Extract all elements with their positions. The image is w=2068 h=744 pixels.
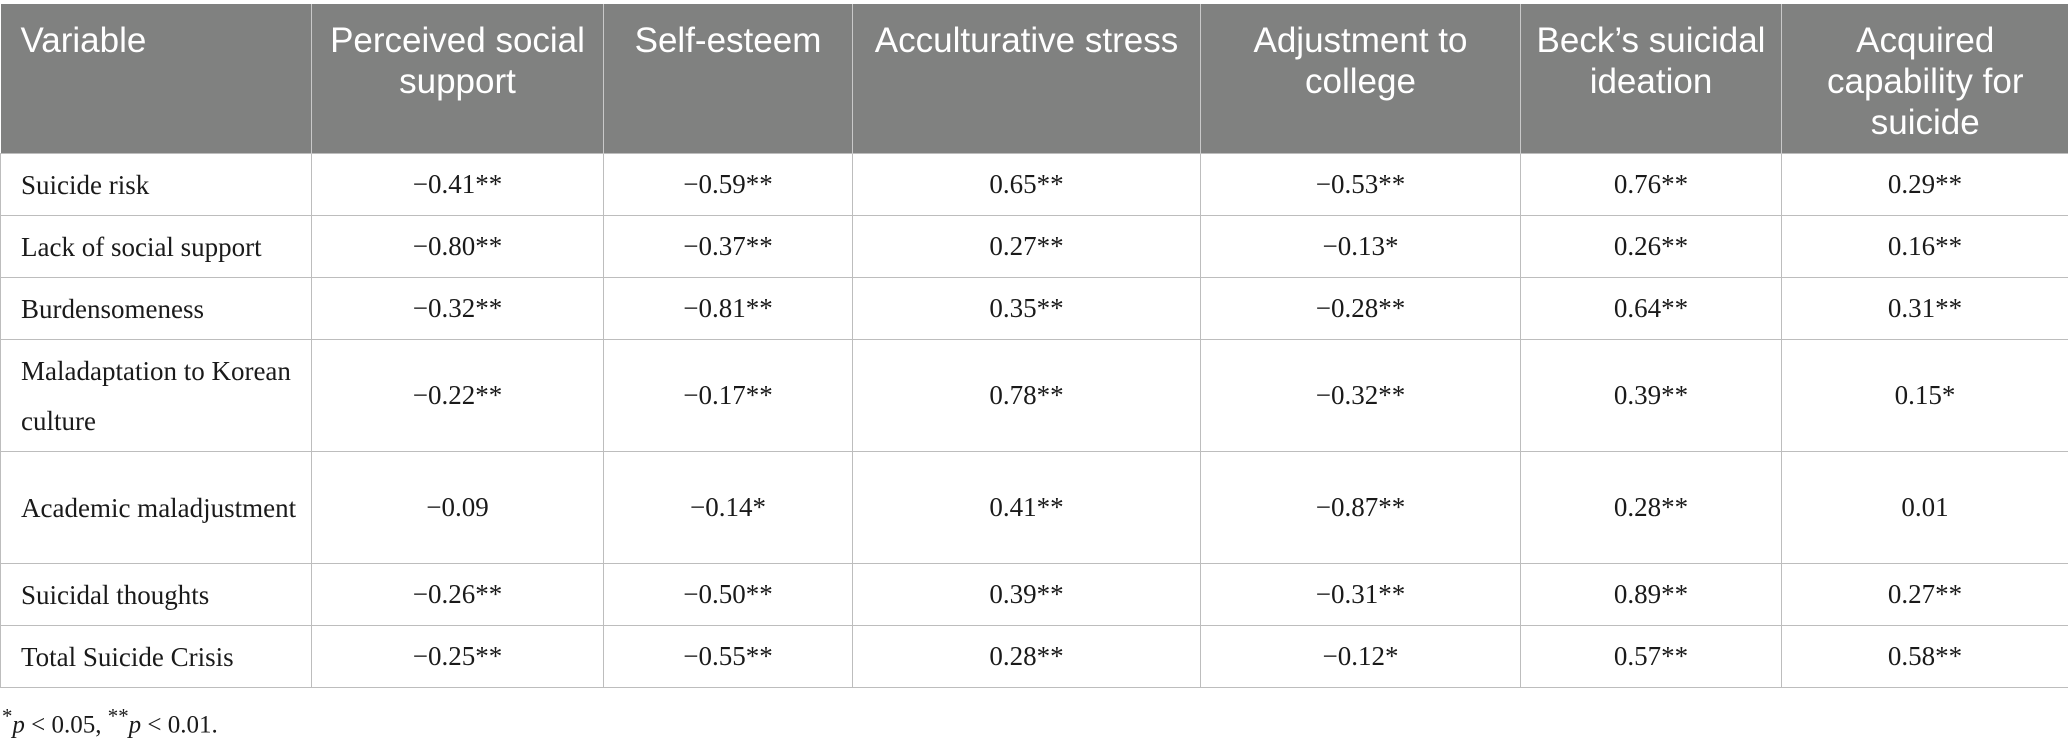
- cell-value: −0.09: [311, 451, 604, 564]
- cell-value: 0.16**: [1781, 215, 2068, 278]
- cell-value: −0.59**: [603, 153, 853, 216]
- table-footnote: *p < 0.05, **p < 0.01.: [2, 704, 218, 739]
- cell-value: 0.01: [1781, 451, 2068, 564]
- cell-value: −0.14*: [603, 451, 853, 564]
- cell-value: −0.31**: [1200, 563, 1521, 626]
- cell-value: −0.13*: [1200, 215, 1521, 278]
- cell-value: −0.17**: [603, 339, 853, 452]
- correlation-table: Variable Perceived social support Self-e…: [0, 4, 2068, 688]
- cell-value: 0.78**: [852, 339, 1201, 452]
- cell-value: −0.26**: [311, 563, 604, 626]
- cell-value: −0.50**: [603, 563, 853, 626]
- row-label: Academic maladjustment: [0, 451, 312, 564]
- cell-value: 0.26**: [1520, 215, 1782, 278]
- cell-value: 0.28**: [1520, 451, 1782, 564]
- cell-value: 0.28**: [852, 625, 1201, 688]
- cell-value: 0.57**: [1520, 625, 1782, 688]
- cell-value: 0.29**: [1781, 153, 2068, 216]
- table-header: Variable Perceived social support Self-e…: [0, 4, 2068, 154]
- footnote-star-1: *: [2, 704, 13, 728]
- footnote-text-2: < 0.01.: [141, 711, 218, 739]
- header-adjustment-to-college: Adjustment to college: [1200, 4, 1521, 154]
- header-acquired-capability: Acquired capability for suicide: [1781, 4, 2068, 154]
- header-becks-suicidal-ideation: Beck’s suicidal ideation: [1520, 4, 1782, 154]
- row-label: Suicide risk: [0, 153, 312, 216]
- table-row: Total Suicide Crisis −0.25** −0.55** 0.2…: [0, 625, 2068, 688]
- cell-value: −0.55**: [603, 625, 853, 688]
- cell-value: 0.27**: [852, 215, 1201, 278]
- cell-value: −0.41**: [311, 153, 604, 216]
- footnote-p-2: p: [128, 711, 142, 739]
- cell-value: 0.89**: [1520, 563, 1782, 626]
- row-label: Lack of social support: [0, 215, 312, 278]
- cell-value: 0.58**: [1781, 625, 2068, 688]
- table-row: Suicidal thoughts −0.26** −0.50** 0.39**…: [0, 563, 2068, 626]
- cell-value: 0.27**: [1781, 563, 2068, 626]
- header-perceived-social-support: Perceived social support: [311, 4, 604, 154]
- cell-value: 0.31**: [1781, 277, 2068, 340]
- cell-value: −0.28**: [1200, 277, 1521, 340]
- cell-value: −0.80**: [311, 215, 604, 278]
- cell-value: −0.32**: [1200, 339, 1521, 452]
- table-row: Burdensomeness −0.32** −0.81** 0.35** −0…: [0, 277, 2068, 340]
- correlation-table-container: Variable Perceived social support Self-e…: [0, 4, 2068, 688]
- footnote-text-1: < 0.05,: [24, 711, 108, 739]
- cell-value: −0.87**: [1200, 451, 1521, 564]
- row-label: Suicidal thoughts: [0, 563, 312, 626]
- row-label: Maladaptation to Korean culture: [0, 339, 312, 452]
- cell-value: 0.15*: [1781, 339, 2068, 452]
- table-row: Lack of social support −0.80** −0.37** 0…: [0, 215, 2068, 278]
- cell-value: −0.37**: [603, 215, 853, 278]
- cell-value: 0.41**: [852, 451, 1201, 564]
- table-row: Academic maladjustment −0.09 −0.14* 0.41…: [0, 451, 2068, 564]
- cell-value: 0.35**: [852, 277, 1201, 340]
- row-label: Burdensomeness: [0, 277, 312, 340]
- footnote-star-2: **: [107, 704, 129, 728]
- row-label: Total Suicide Crisis: [0, 625, 312, 688]
- cell-value: −0.53**: [1200, 153, 1521, 216]
- cell-value: 0.64**: [1520, 277, 1782, 340]
- cell-value: 0.65**: [852, 153, 1201, 216]
- header-row: Variable Perceived social support Self-e…: [0, 4, 2068, 154]
- header-self-esteem: Self-esteem: [603, 4, 853, 154]
- header-acculturative-stress: Acculturative stress: [852, 4, 1201, 154]
- cell-value: 0.39**: [1520, 339, 1782, 452]
- header-variable: Variable: [0, 4, 312, 154]
- cell-value: −0.22**: [311, 339, 604, 452]
- cell-value: −0.81**: [603, 277, 853, 340]
- cell-value: 0.39**: [852, 563, 1201, 626]
- cell-value: −0.12*: [1200, 625, 1521, 688]
- footnote-p-1: p: [12, 711, 25, 739]
- cell-value: 0.76**: [1520, 153, 1782, 216]
- cell-value: −0.32**: [311, 277, 604, 340]
- table-row: Suicide risk −0.41** −0.59** 0.65** −0.5…: [0, 153, 2068, 216]
- table-body: Suicide risk −0.41** −0.59** 0.65** −0.5…: [0, 153, 2068, 688]
- cell-value: −0.25**: [311, 625, 604, 688]
- table-row: Maladaptation to Korean culture −0.22** …: [0, 339, 2068, 452]
